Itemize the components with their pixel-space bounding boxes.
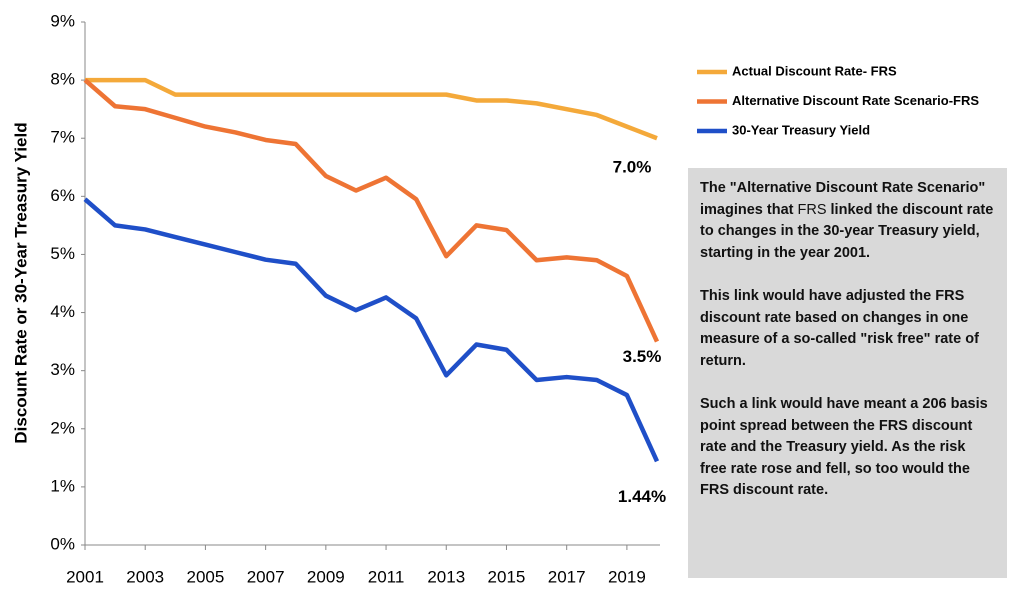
x-tick-label: 2007	[247, 567, 285, 586]
end-label: 1.44%	[618, 487, 666, 506]
y-tick-label: 4%	[50, 302, 75, 321]
y-tick-label: 3%	[50, 360, 75, 379]
x-tick-label: 2001	[66, 567, 104, 586]
note-paragraph: Such a link would have meant a 206 basis…	[700, 395, 988, 499]
x-tick-label: 2013	[427, 567, 465, 586]
note-paragraph: The "Alternative Discount Rate Scenario"…	[700, 178, 995, 264]
x-tick-label: 2011	[368, 567, 405, 586]
x-tick-label: 2009	[307, 567, 345, 586]
note-paragraph: This link would have adjusted the FRS di…	[700, 287, 979, 369]
note-box: The "Alternative Discount Rate Scenario"…	[688, 168, 1007, 578]
x-tick-label: 2005	[187, 567, 225, 586]
legend-label: 30-Year Treasury Yield	[732, 122, 870, 137]
legend-label: Actual Discount Rate- FRS	[732, 63, 897, 78]
y-tick-label: 7%	[50, 128, 75, 147]
x-tick-label: 2015	[488, 567, 526, 586]
y-tick-label: 9%	[50, 11, 75, 30]
note-text: linked the discount rate to changes in t…	[700, 201, 994, 261]
y-tick-label: 5%	[50, 244, 75, 263]
series-line	[83, 78, 660, 343]
y-axis-label: Discount Rate or 30-Year Treasury Yield	[11, 122, 30, 443]
end-label: 3.5%	[623, 347, 662, 366]
legend-label: Alternative Discount Rate Scenario-FRS	[732, 93, 979, 108]
note-text: FRS	[797, 201, 827, 218]
x-tick-label: 2019	[608, 567, 646, 586]
x-tick-label: 2003	[126, 567, 164, 586]
end-label: 7.0%	[613, 158, 652, 177]
y-tick-label: 6%	[50, 186, 75, 205]
x-tick-label: 2017	[548, 567, 586, 586]
y-tick-label: 2%	[50, 418, 75, 437]
note-text: The "Alternative Discount Rate Scenario"…	[700, 180, 986, 218]
y-tick-label: 8%	[50, 70, 75, 89]
y-tick-label: 1%	[50, 476, 75, 495]
y-tick-label: 0%	[50, 534, 75, 553]
series-line	[85, 77, 658, 141]
series-line	[83, 197, 660, 463]
